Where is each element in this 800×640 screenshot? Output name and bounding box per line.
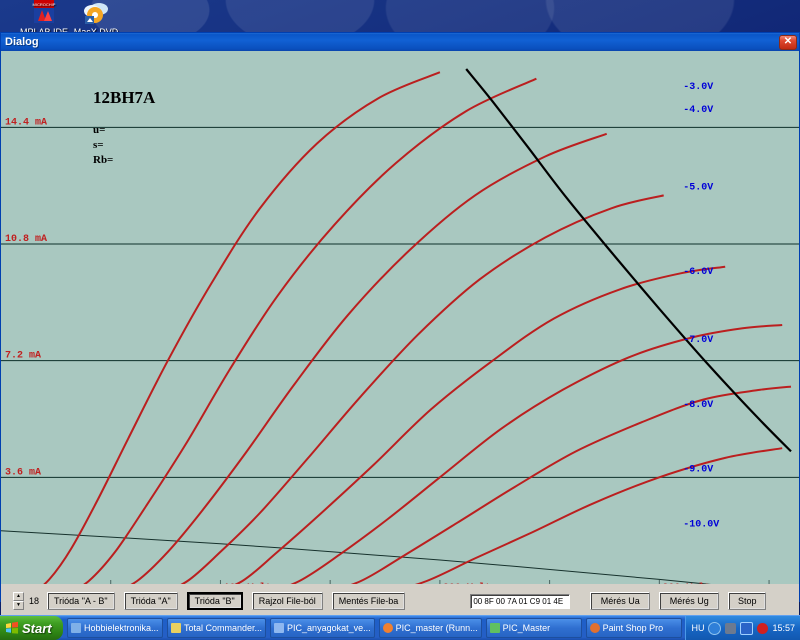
taskbar-item-label: PIC_master (Runn...	[395, 623, 478, 633]
start-button[interactable]: Start	[0, 616, 63, 640]
task-icon	[171, 623, 181, 633]
start-label: Start	[22, 620, 52, 636]
svg-text:MICROCHIP: MICROCHIP	[33, 2, 56, 7]
chart-title: 12BH7A	[93, 88, 156, 107]
taskbar: Start Hobbielektronika... Total Commande…	[0, 615, 800, 640]
volume-icon[interactable]	[708, 621, 722, 635]
param-label: Rb=	[93, 154, 113, 166]
x-tick-label: 300 Volt	[662, 582, 710, 584]
windows-flag-icon	[6, 621, 18, 634]
spinner-down-icon[interactable]: ▼	[13, 601, 24, 610]
triode-a-button[interactable]: Trióda "A"	[123, 592, 178, 610]
x-tick-label: 200 Volt	[443, 582, 491, 584]
taskbar-item[interactable]: Paint Shop Pro	[585, 618, 682, 638]
bias-label: -6.0V	[683, 267, 713, 278]
spinner-value: 18	[29, 596, 40, 606]
dialog-titlebar[interactable]: Dialog ✕	[1, 33, 799, 51]
hex-data-field[interactable]: 00 8F 00 7A 01 C9 01 4E	[470, 593, 571, 609]
spinner-up-icon[interactable]: ▲	[13, 592, 24, 601]
curve-100V	[415, 447, 783, 584]
tube-characteristic-chart: -3.0V -4.0V -5.0V -6.0V -7.0V -8.0V -9.0V -10.0…	[1, 51, 799, 584]
curve-30V	[43, 71, 441, 584]
plot-background	[1, 51, 799, 584]
draw-from-file-button[interactable]: Rajzol File-ból	[251, 592, 323, 610]
taskbar-item-label: PIC_anyagokat_ve...	[287, 623, 371, 633]
load-line	[465, 68, 792, 453]
measure-ug-button[interactable]: Mérés Ug	[659, 592, 720, 610]
taskbar-item-label: Total Commander...	[184, 623, 263, 633]
task-icon	[589, 623, 600, 633]
curve-40V	[83, 77, 537, 584]
task-icon	[274, 623, 285, 633]
param-label: u=	[93, 124, 105, 136]
plot-area: -3.0V -4.0V -5.0V -6.0V -7.0V -8.0V -9.0V -10.0…	[1, 51, 799, 584]
triode-b-button[interactable]: Trióda "B"	[186, 592, 243, 610]
taskbar-item-label: PIC_Master	[502, 623, 551, 633]
curve-70V	[234, 265, 726, 584]
triode-ab-button[interactable]: Trióda "A - B"	[47, 592, 115, 610]
curve-60V	[180, 194, 664, 584]
dialog-title: Dialog	[5, 36, 39, 48]
language-indicator[interactable]: HU	[691, 623, 705, 633]
control-toolbar: ▲ ▼ 18 Trióda "A - B" Trióda "A" Trióda …	[1, 584, 799, 618]
curve-50V	[130, 132, 608, 584]
bias-label: -8.0V	[683, 400, 713, 411]
task-icon	[489, 623, 500, 633]
y-tick-label: 10.8 mA	[5, 234, 47, 245]
taskbar-item-label: Hobbielektronika...	[84, 623, 159, 633]
taskbar-item[interactable]: Hobbielektronika...	[67, 618, 163, 638]
taskbar-item[interactable]: PIC_anyagokat_ve...	[270, 618, 375, 638]
curve-90V	[350, 385, 792, 584]
bias-label: -9.0V	[683, 465, 713, 476]
bias-label: -3.0V	[683, 82, 713, 93]
task-icon	[382, 623, 393, 633]
stop-button[interactable]: Stop	[728, 592, 767, 610]
taskbar-item-label: Paint Shop Pro	[602, 623, 664, 633]
bias-label: -4.0V	[683, 105, 713, 116]
task-list: Hobbielektronika... Total Commander... P…	[63, 618, 682, 638]
task-icon	[71, 623, 81, 633]
taskbar-item[interactable]: PIC_master (Runn...	[378, 618, 482, 638]
media-player-icon[interactable]	[740, 621, 754, 635]
measure-ua-button[interactable]: Mérés Ua	[590, 592, 651, 610]
save-to-file-button[interactable]: Mentés File-ba	[331, 592, 406, 610]
param-label: s=	[93, 139, 104, 151]
taskbar-item[interactable]: Total Commander...	[167, 618, 267, 638]
x-tick-label: 100 Volt	[223, 582, 271, 584]
taskbar-item[interactable]: PIC_Master	[485, 618, 582, 638]
network-icon[interactable]	[725, 622, 737, 634]
clock[interactable]: 15:57	[772, 623, 795, 633]
bias-label: -10.0V	[683, 520, 719, 531]
curve-80V	[290, 324, 783, 584]
dialog-window: Dialog ✕ -3.0V -4.0V -5.0V -6.0V -7.0V -8.0V -…	[0, 32, 800, 618]
y-tick-label: 3.6 mA	[5, 467, 41, 478]
y-tick-label: 7.2 mA	[5, 351, 41, 362]
close-icon[interactable]: ✕	[779, 34, 797, 50]
bias-label: -5.0V	[683, 183, 713, 194]
mplab-icon: MICROCHIP	[29, 0, 59, 26]
macx-dvd-icon	[81, 0, 111, 26]
bias-label: -7.0V	[683, 335, 713, 346]
antivirus-icon[interactable]	[757, 622, 769, 634]
quantity-stepper[interactable]: ▲ ▼	[13, 592, 24, 610]
aux-line	[1, 530, 713, 584]
system-tray: HU 15:57	[685, 616, 800, 640]
y-tick-label: 14.4 mA	[5, 117, 47, 128]
